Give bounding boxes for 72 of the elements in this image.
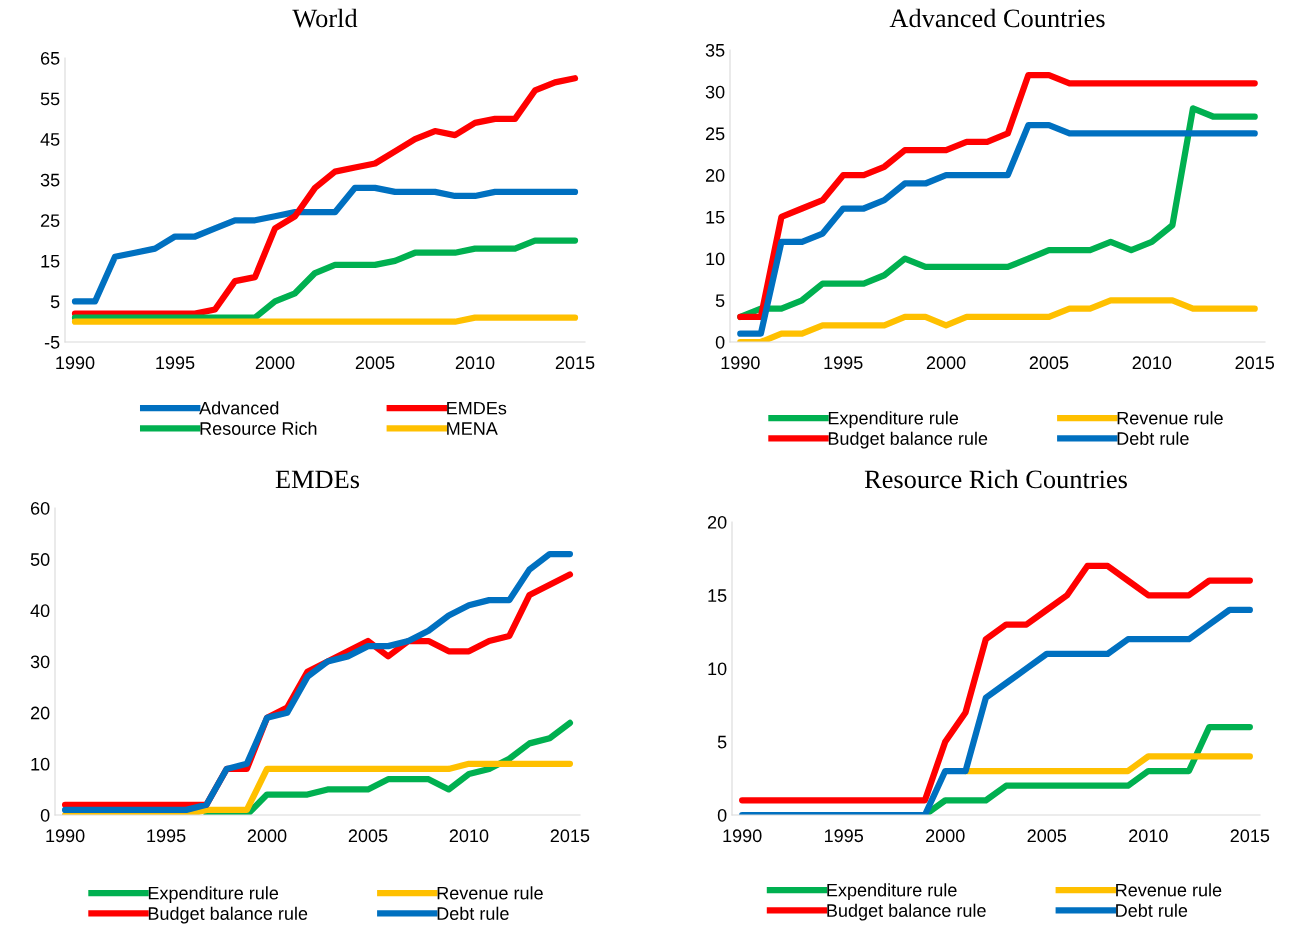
y-tick-label: 0: [715, 335, 725, 349]
x-tick-label: 2000: [926, 829, 965, 843]
y-tick-label: 5: [715, 294, 725, 308]
chart-title: EMDEs: [275, 470, 360, 489]
y-tick-label: 10: [708, 662, 727, 676]
y-tick-label: 35: [705, 43, 725, 57]
x-tick-label: 1995: [156, 356, 195, 370]
y-tick-label: 60: [30, 501, 50, 515]
y-tick-label: 25: [40, 214, 60, 228]
chart-title: Advanced Countries: [889, 8, 1105, 28]
x-tick-label: 2000: [247, 829, 287, 843]
y-tick-label: 15: [706, 210, 725, 224]
y-tick-label: 25: [705, 127, 725, 141]
legend-label: Budget balance rule: [827, 903, 986, 921]
x-tick-label: 2010: [1129, 829, 1168, 843]
y-tick-label: 40: [30, 604, 50, 618]
y-tick-label: 20: [707, 515, 727, 529]
y-tick-label: 5: [50, 295, 60, 309]
legend-label: MENA: [447, 422, 498, 435]
x-tick-label: 1995: [147, 829, 186, 843]
legend-label: Revenue rule: [437, 886, 543, 900]
x-tick-label: 2015: [550, 829, 590, 843]
y-tick-label: 65: [40, 51, 60, 65]
y-tick-label: 50: [30, 553, 50, 566]
y-tick-label: 10: [31, 757, 50, 771]
y-tick-label: 10: [706, 252, 725, 266]
x-tick-label: 2000: [926, 356, 966, 370]
y-tick-label: 0: [40, 808, 50, 822]
x-tick-label: 2010: [449, 829, 489, 843]
x-tick-label: 1990: [723, 829, 762, 843]
legend-label: Debt rule: [1117, 431, 1189, 445]
legend-label: Debt rule: [1116, 903, 1188, 917]
chart-title: World: [292, 8, 358, 28]
x-tick-label: 2005: [1027, 829, 1067, 843]
x-tick-label: 1995: [824, 829, 864, 843]
x-tick-label: 1995: [824, 356, 863, 370]
x-tick-label: 1990: [56, 356, 95, 370]
legend-label: Resource Rich: [200, 421, 317, 435]
x-tick-label: 2005: [355, 356, 395, 370]
x-tick-label: 2010: [1132, 356, 1172, 370]
x-tick-label: 2015: [555, 356, 595, 370]
y-tick-label: 20: [705, 169, 725, 182]
y-tick-label: 15: [708, 589, 727, 602]
x-tick-label: 2000: [255, 356, 295, 370]
y-tick-label: 55: [40, 92, 60, 106]
legend-label: Expenditure rule: [828, 411, 959, 429]
x-tick-label: 1990: [721, 356, 760, 370]
legend-label: Budget balance rule: [148, 906, 308, 924]
x-tick-label: 2010: [455, 356, 495, 370]
x-tick-label: 2015: [1230, 829, 1270, 843]
y-tick-label: 45: [40, 133, 60, 146]
x-tick-label: 1990: [46, 829, 85, 843]
legend-label: EMDEs: [447, 401, 507, 415]
legend-label: Budget balance rule: [828, 431, 988, 449]
y-tick-label: 20: [30, 706, 50, 720]
x-tick-label: 2015: [1235, 356, 1275, 370]
legend-label: Revenue rule: [1117, 411, 1223, 425]
y-tick-label: 30: [705, 85, 725, 99]
y-tick-label: -5: [44, 336, 60, 349]
y-tick-label: 35: [40, 173, 60, 187]
y-tick-label: 15: [41, 254, 60, 268]
x-tick-label: 2005: [348, 829, 388, 843]
y-tick-label: 0: [717, 808, 727, 822]
x-tick-label: 2005: [1029, 356, 1069, 370]
legend-label: Revenue rule: [1116, 883, 1222, 897]
chart-title: Resource Rich Countries: [864, 469, 1127, 489]
legend-label: Expenditure rule: [827, 883, 957, 901]
legend-label: Debt rule: [437, 906, 509, 920]
legend-label: Advanced: [199, 401, 279, 415]
legend-label: Expenditure rule: [148, 886, 279, 904]
y-tick-label: 30: [30, 655, 50, 669]
y-tick-label: 5: [717, 735, 727, 749]
